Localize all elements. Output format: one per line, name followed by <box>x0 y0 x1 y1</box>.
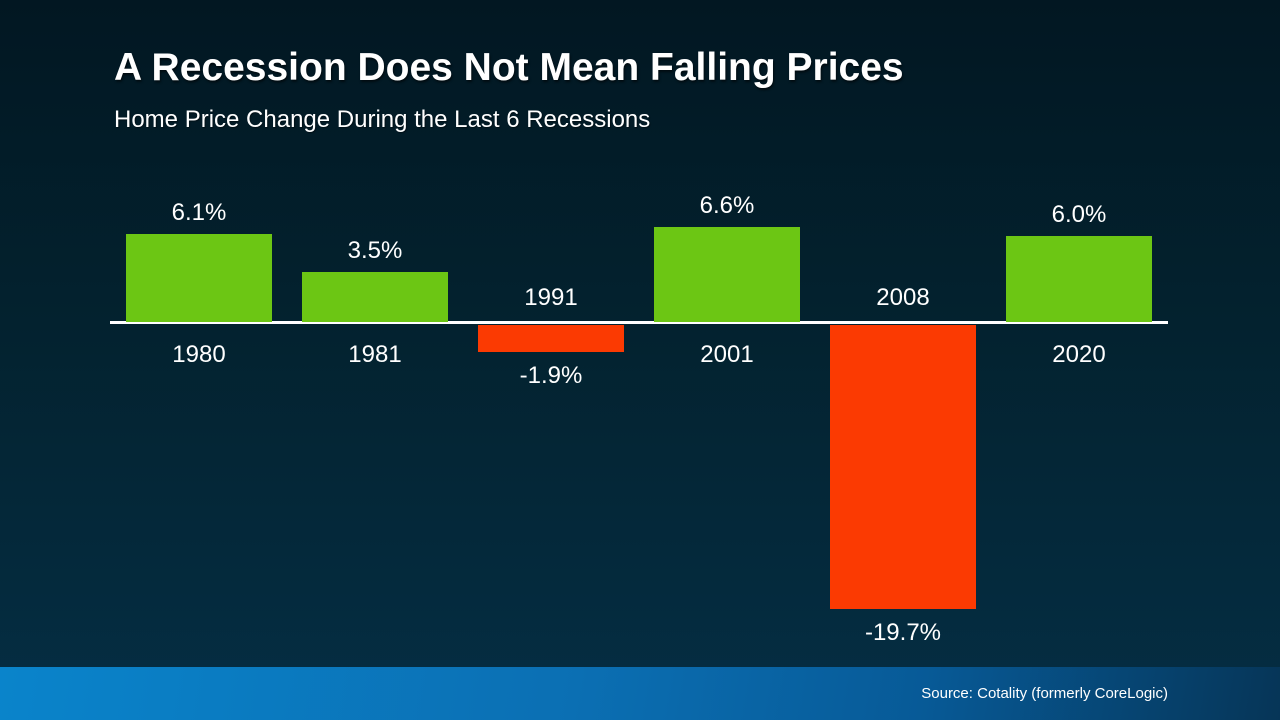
chart-subtitle: Home Price Change During the Last 6 Rece… <box>114 106 651 133</box>
value-label-1981: 3.5% <box>347 236 403 264</box>
value-label-1980: 6.1% <box>171 199 227 227</box>
bar-1991 <box>478 325 624 353</box>
value-label-2001: 6.6% <box>699 191 755 219</box>
category-label-2020: 2020 <box>1052 341 1106 368</box>
category-label-2008: 2008 <box>876 284 930 311</box>
source-attribution: Source: Cotality (formerly CoreLogic) <box>921 685 1168 702</box>
bar-1981 <box>302 271 448 322</box>
bar-2008 <box>830 325 976 609</box>
chart-title: A Recession Does Not Mean Falling Prices <box>114 46 904 89</box>
category-label-1980: 1980 <box>172 341 226 368</box>
bar-1980 <box>126 234 272 322</box>
chart-header: A Recession Does Not Mean Falling Prices… <box>114 46 904 134</box>
category-label-1991: 1991 <box>524 284 578 311</box>
footer-band: Source: Cotality (formerly CoreLogic) <box>0 667 1280 720</box>
value-label-1991: -1.9% <box>519 362 583 390</box>
value-label-2008: -19.7% <box>864 618 942 646</box>
bar-2001 <box>654 226 800 322</box>
category-label-2001: 2001 <box>700 341 754 368</box>
x-axis-baseline <box>110 321 1168 324</box>
bar-2020 <box>1006 235 1152 322</box>
value-label-2020: 6.0% <box>1051 200 1107 228</box>
category-label-1981: 1981 <box>348 341 402 368</box>
